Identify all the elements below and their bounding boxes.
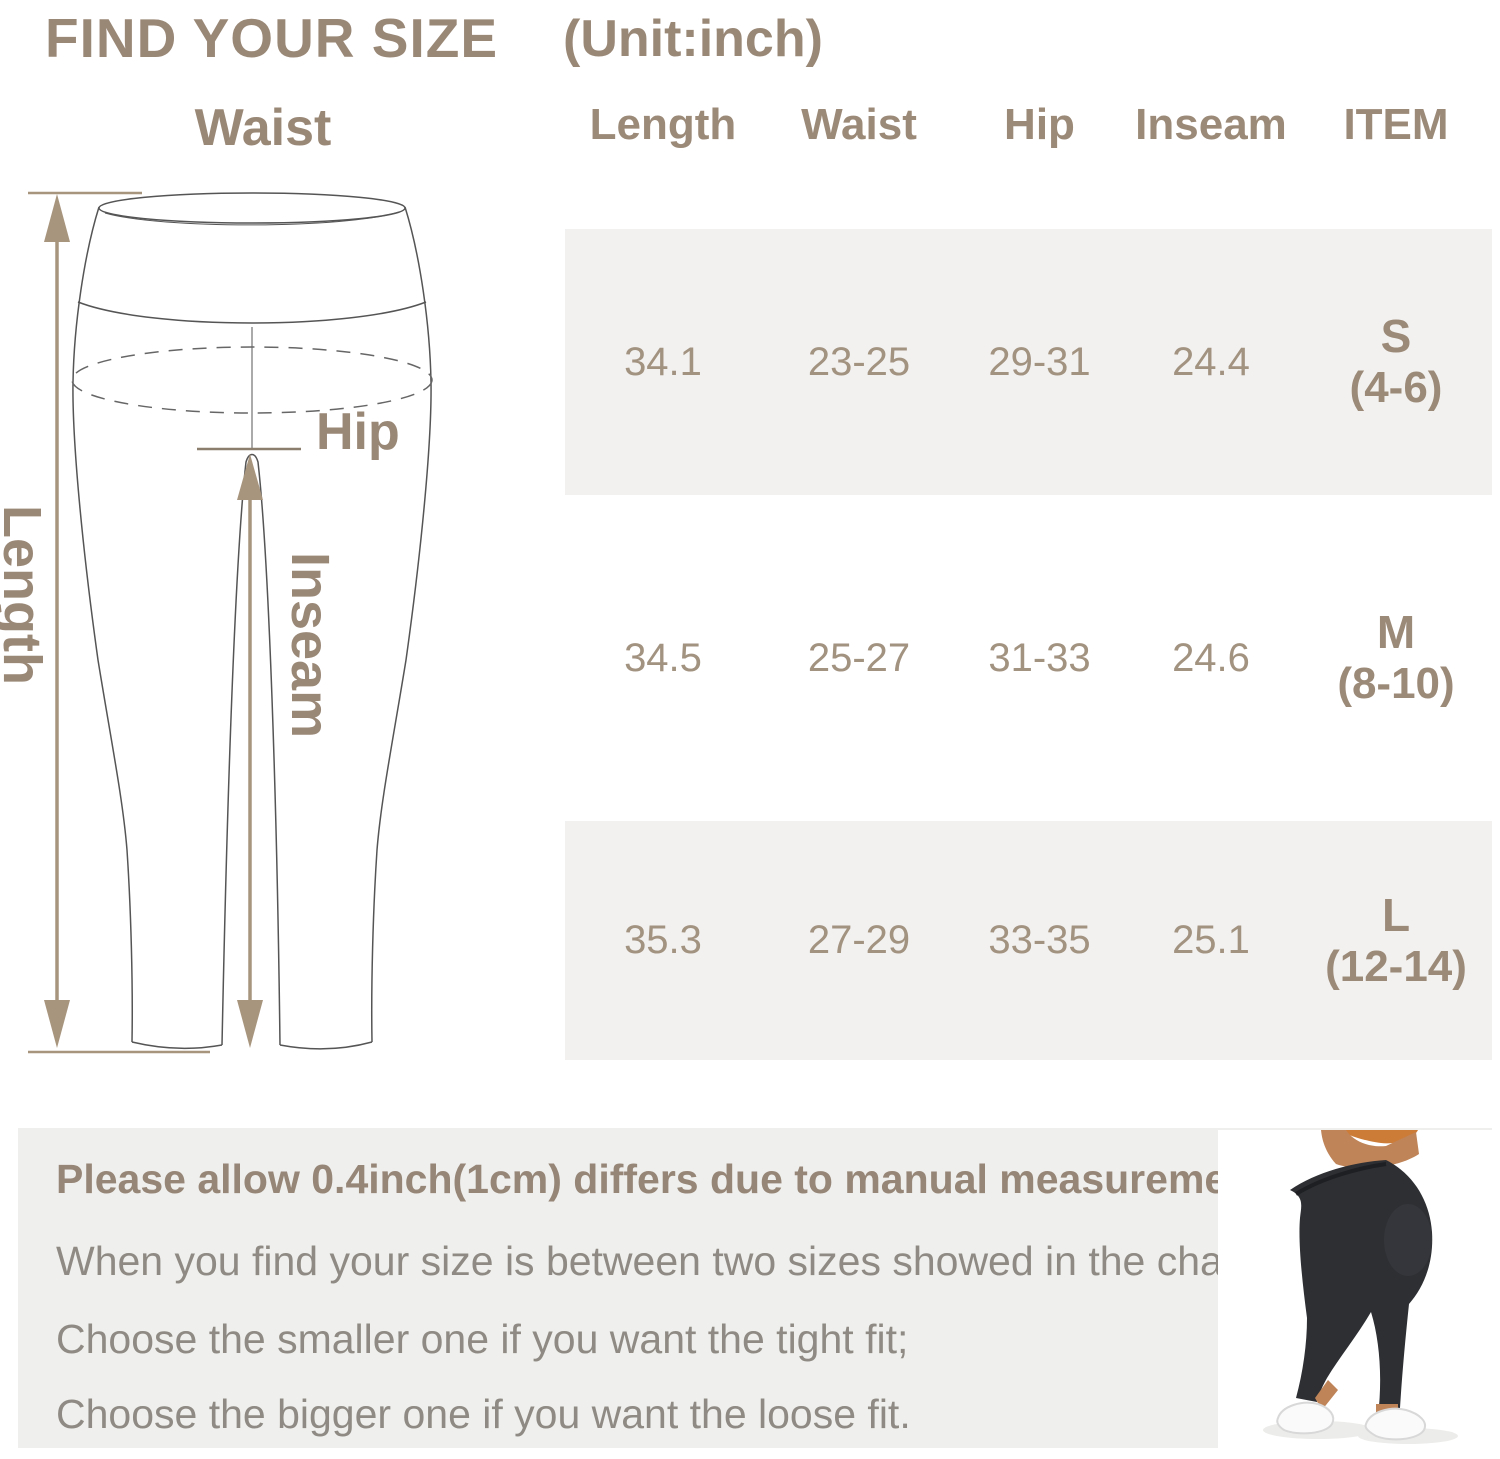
- cell-length: 35.3: [624, 918, 702, 962]
- page-title: FIND YOUR SIZE: [45, 7, 499, 69]
- hip-label: Hip: [316, 403, 400, 461]
- size-letter: S: [1380, 310, 1412, 362]
- cell-hip: 31-33: [988, 635, 1091, 680]
- orange-top: [1340, 1130, 1418, 1144]
- unit-label: (Unit:inch): [563, 10, 823, 68]
- cell-length: 34.5: [624, 635, 702, 680]
- cell-inseam: 24.4: [1172, 339, 1250, 384]
- header-length: Length: [589, 100, 737, 149]
- white-sneaker: [1276, 1401, 1335, 1435]
- header-waist: Waist: [801, 100, 917, 149]
- skin-back: [1321, 1130, 1419, 1169]
- hip-dashed-ellipse: [71, 346, 433, 414]
- product-photo: [1218, 1130, 1492, 1448]
- cell-waist: 25-27: [807, 635, 911, 680]
- inseam-arrow: [237, 454, 263, 1048]
- cell-item: M (8-10): [1300, 608, 1492, 708]
- leggings-model-illustration: [1218, 1130, 1492, 1448]
- ankle-skin: [1315, 1380, 1338, 1410]
- cell-inseam: 24.6: [1172, 635, 1250, 680]
- cell-length: 34.1: [624, 339, 702, 384]
- waistband-seam: [1294, 1162, 1387, 1196]
- fabric-highlight: [1384, 1204, 1432, 1276]
- length-arrow: [28, 191, 210, 1054]
- size-letter: L: [1381, 888, 1411, 941]
- table-row-m: 34.5 25-27 31-33 24.6 M (8-10): [565, 495, 1492, 821]
- header-hip: Hip: [1004, 100, 1075, 149]
- cell-hip: 29-31: [988, 339, 1091, 384]
- table-row-s: 34.1 23-25 29-31 24.4 S (4-6): [565, 229, 1492, 495]
- cell-inseam: 25.1: [1172, 918, 1250, 962]
- cell-item: L (12-14): [1300, 891, 1492, 991]
- header-item: ITEM: [1343, 100, 1449, 149]
- table-header: Length Waist Hip Inseam ITEM: [565, 95, 1492, 155]
- size-range: (4-6): [1349, 363, 1443, 412]
- pants-outline: [71, 192, 433, 1050]
- header-inseam: Inseam: [1135, 100, 1287, 149]
- pants-diagram: [28, 191, 433, 1054]
- note-loose-fit: Choose the bigger one if you want the lo…: [56, 1391, 911, 1437]
- cell-waist: 23-25: [807, 339, 911, 384]
- size-letter: M: [1376, 606, 1416, 658]
- note-measurement-tolerance: Please allow 0.4inch(1cm) differs due to…: [56, 1156, 1278, 1202]
- cell-hip: 33-35: [988, 918, 1091, 962]
- size-range: (8-10): [1337, 659, 1455, 708]
- waist-label: Waist: [194, 99, 332, 157]
- cell-item: S (4-6): [1300, 312, 1492, 412]
- white-sneaker: [1364, 1407, 1426, 1441]
- cell-waist: 27-29: [807, 918, 911, 962]
- note-between-sizes: When you find your size is between two s…: [56, 1238, 1260, 1284]
- table-row-l: 35.3 27-29 33-35 25.1 L (12-14): [565, 821, 1492, 1060]
- size-range: (12-14): [1325, 941, 1467, 991]
- note-tight-fit: Choose the smaller one if you want the t…: [56, 1316, 909, 1362]
